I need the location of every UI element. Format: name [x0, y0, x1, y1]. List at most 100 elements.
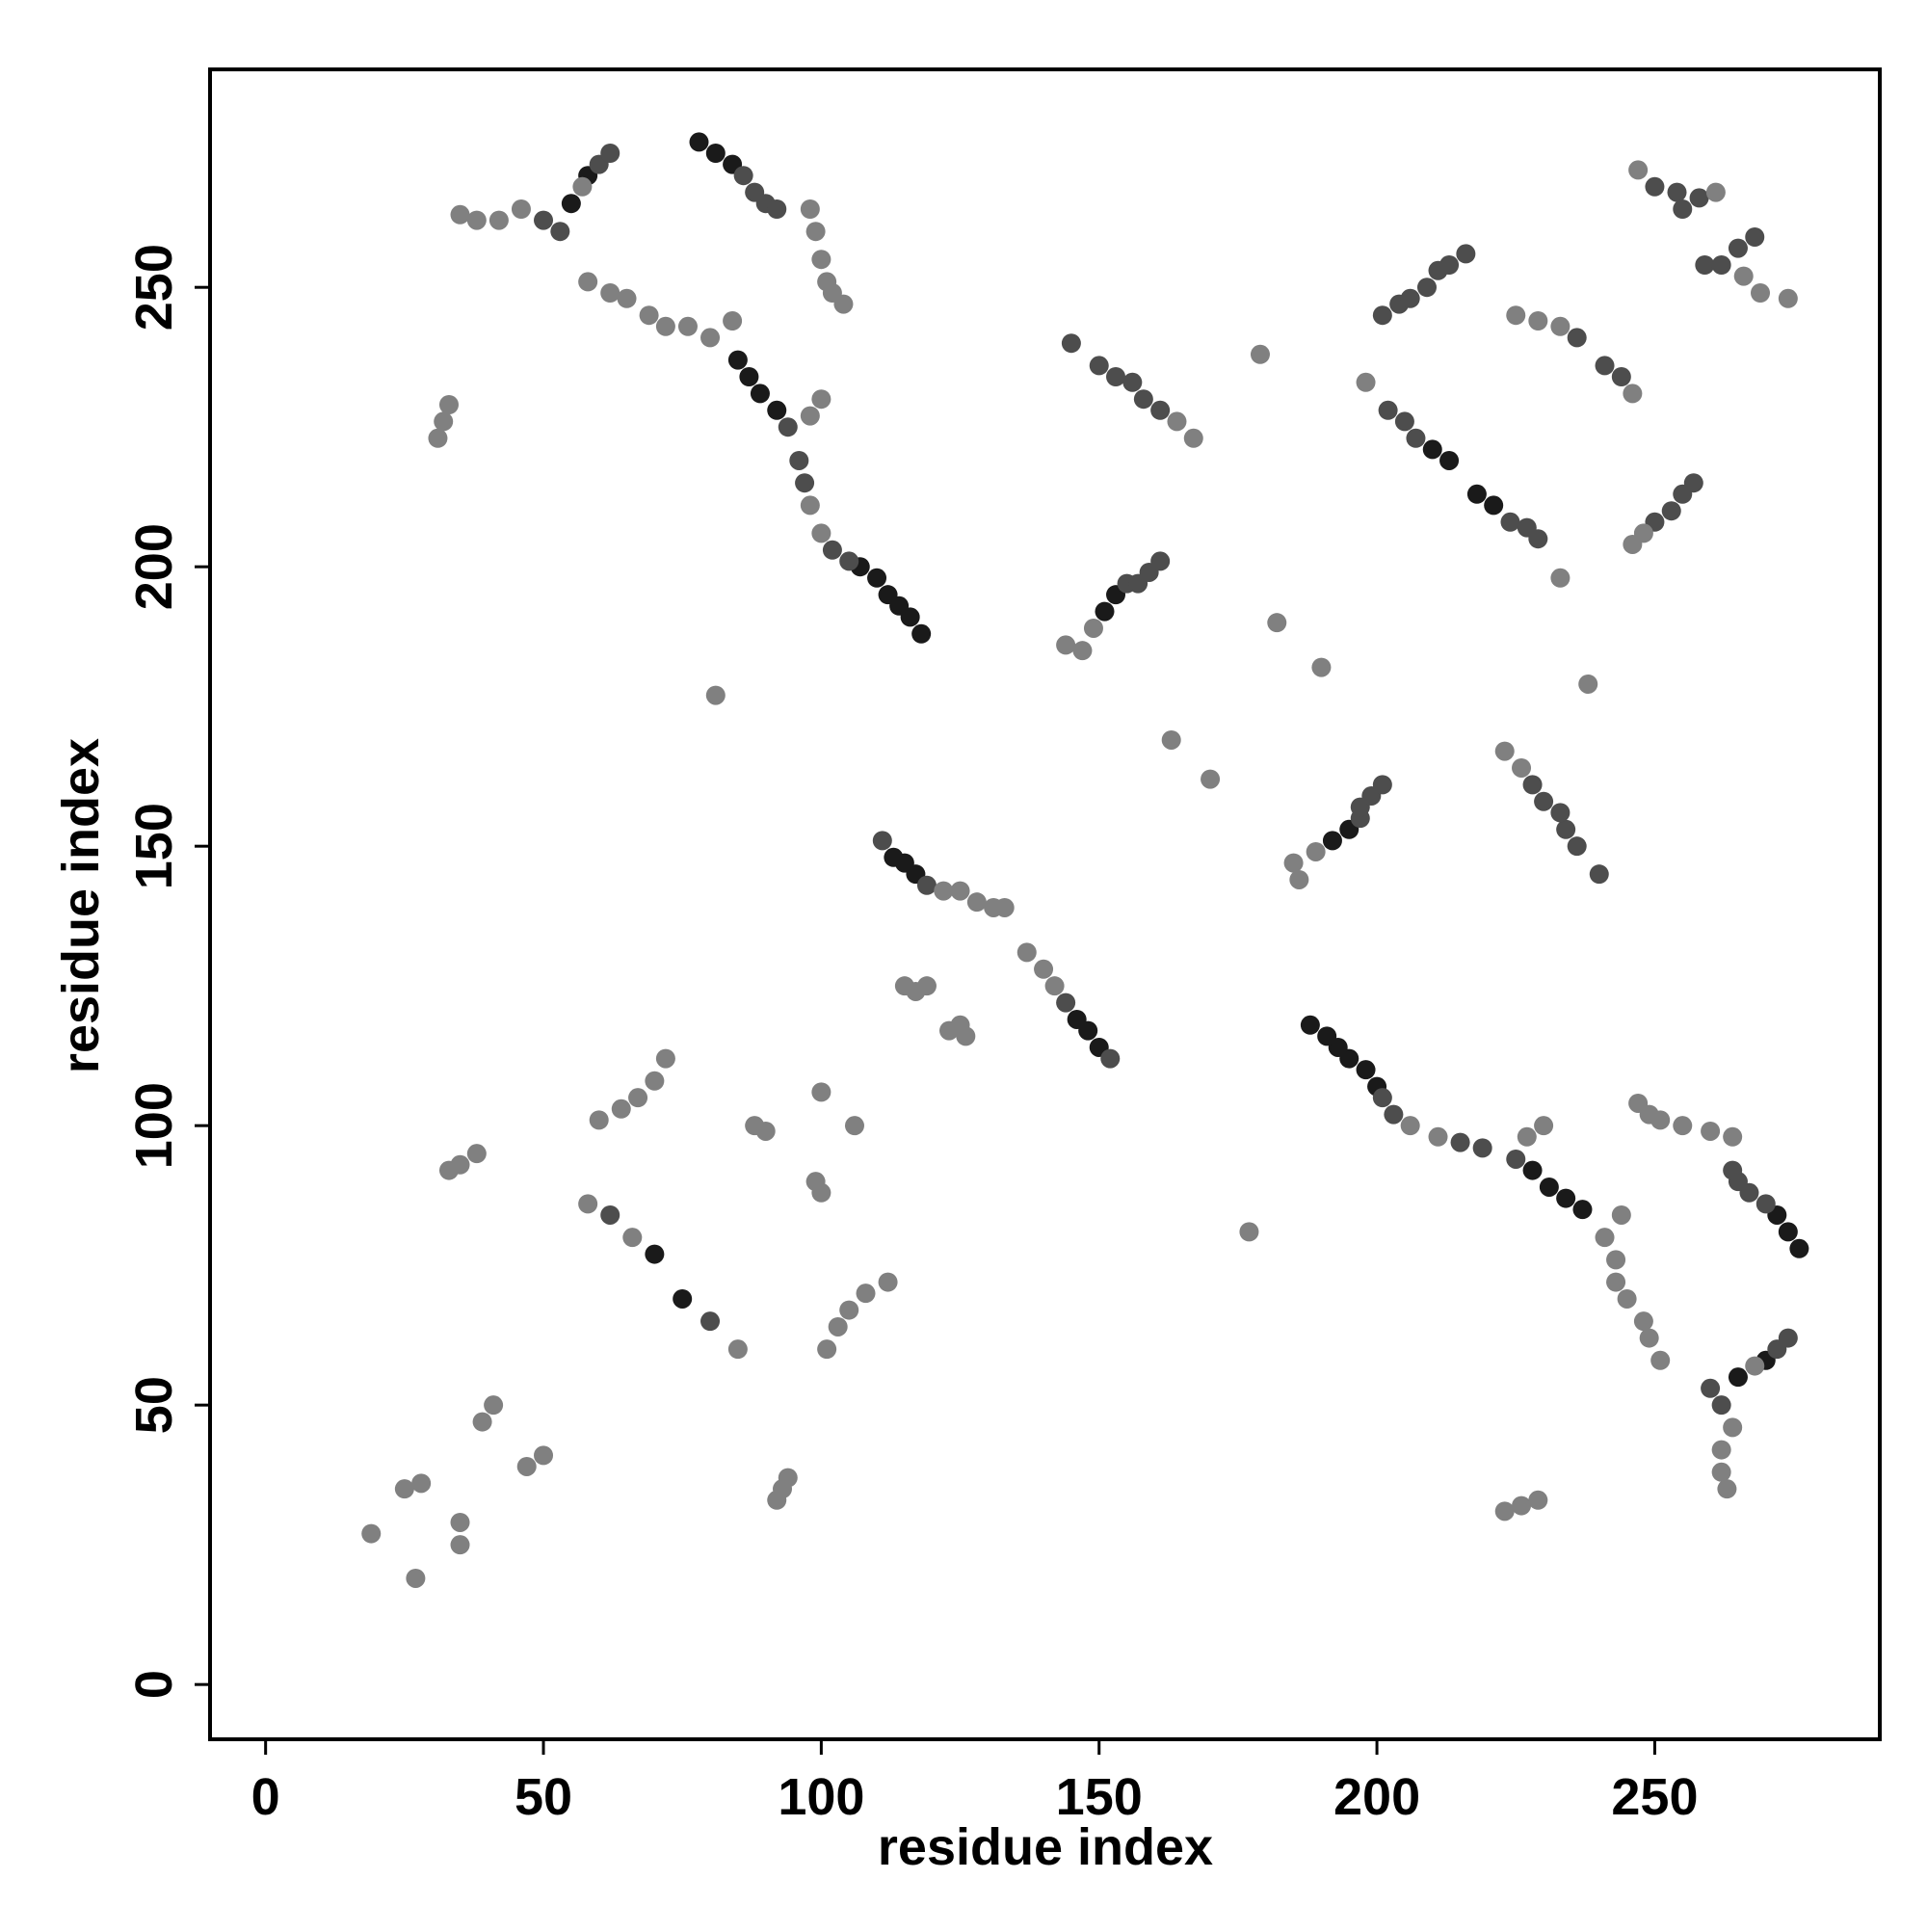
contact-point — [1623, 384, 1643, 404]
contact-point — [805, 222, 826, 242]
contact-point — [1550, 568, 1571, 588]
contact-point — [1517, 1126, 1537, 1147]
contact-point — [1778, 1328, 1798, 1348]
contact-point — [589, 1110, 609, 1130]
contact-point — [1723, 1417, 1743, 1438]
contact-point — [450, 1535, 470, 1555]
contact-point — [767, 400, 787, 420]
contact-point — [1556, 1188, 1576, 1208]
contact-point — [1661, 501, 1681, 521]
contact-point — [1239, 1222, 1259, 1242]
contact-point — [705, 685, 726, 705]
contact-point — [1016, 942, 1037, 963]
y-tick-label: 250 — [125, 244, 183, 331]
contact-point — [645, 1244, 665, 1264]
contact-point — [1705, 182, 1726, 202]
contact-point — [617, 288, 637, 308]
contact-point — [1572, 1200, 1593, 1220]
contact-point — [394, 1479, 414, 1499]
contact-point — [1384, 1104, 1404, 1125]
contact-point — [1595, 356, 1615, 376]
contact-point — [1728, 238, 1748, 258]
contact-point — [611, 1098, 631, 1119]
contact-point — [1578, 674, 1598, 694]
contact-point — [1183, 428, 1203, 448]
contact-point — [856, 1284, 876, 1304]
contact-point — [1711, 1440, 1731, 1460]
y-tick-label: 150 — [125, 803, 183, 889]
y-tick-label: 0 — [125, 1670, 183, 1699]
contact-point — [733, 166, 753, 186]
contact-point — [1506, 305, 1526, 326]
contact-point — [1100, 1048, 1121, 1069]
contact-point — [1056, 992, 1076, 1013]
contact-point — [472, 1412, 492, 1432]
contact-point — [800, 198, 820, 219]
contact-point — [805, 1172, 826, 1192]
contact-point — [572, 176, 593, 197]
contact-point — [1466, 484, 1487, 504]
contact-point — [622, 1228, 643, 1248]
contact-point — [428, 428, 448, 448]
contact-point — [1372, 775, 1392, 795]
contact-point — [1567, 328, 1587, 348]
contact-point — [1372, 1088, 1392, 1108]
contact-point — [1683, 473, 1703, 493]
contact-point — [939, 1020, 960, 1041]
x-tick-label: 100 — [778, 1768, 864, 1826]
contact-point — [878, 1272, 898, 1292]
contact-point — [438, 394, 459, 414]
contact-point — [950, 881, 970, 901]
contact-point — [1056, 635, 1076, 655]
contact-point — [1628, 1093, 1649, 1113]
contact-point — [1755, 1194, 1776, 1214]
contact-point — [1044, 976, 1065, 996]
contact-point — [516, 1456, 537, 1476]
contact-point — [911, 623, 932, 644]
contact-point — [1061, 333, 1081, 354]
contact-point — [1372, 305, 1392, 326]
contact-point — [727, 1339, 748, 1360]
contact-point — [1400, 1116, 1420, 1136]
contact-point — [1034, 959, 1054, 979]
contact-point — [1751, 282, 1771, 303]
contact-point — [767, 198, 787, 219]
contact-point — [406, 1568, 426, 1588]
contact-point — [1650, 1350, 1671, 1370]
contact-point — [578, 272, 598, 292]
contact-point — [1500, 512, 1520, 532]
contact-point — [1078, 1020, 1098, 1041]
contact-point — [1606, 1250, 1626, 1270]
contact-point — [739, 366, 759, 386]
contact-point — [778, 1468, 798, 1488]
contact-point — [450, 1512, 470, 1532]
contact-point — [1317, 1026, 1337, 1046]
contact-point — [795, 473, 815, 493]
x-tick-label: 0 — [251, 1768, 280, 1826]
contact-point — [828, 1316, 848, 1337]
contact-point — [844, 1116, 864, 1136]
contact-point — [1723, 1126, 1743, 1147]
contact-point — [450, 204, 470, 225]
contact-point — [811, 523, 832, 543]
points-layer — [361, 132, 1809, 1588]
contact-point — [916, 976, 937, 996]
contact-point — [1150, 551, 1171, 571]
contact-point — [1723, 1160, 1743, 1180]
contact-point — [1095, 601, 1115, 622]
contact-point — [1633, 1311, 1653, 1332]
contact-point — [916, 875, 937, 895]
contact-point — [1589, 864, 1609, 885]
contact-point — [1406, 428, 1426, 448]
contact-point — [966, 892, 987, 913]
contact-point — [1484, 495, 1504, 516]
contact-point — [1711, 254, 1731, 275]
contact-point — [1745, 226, 1765, 247]
contact-point — [600, 143, 620, 163]
contact-point — [811, 389, 832, 410]
contact-point — [645, 1071, 665, 1091]
contact-point — [1617, 1288, 1637, 1309]
contact-point — [811, 250, 832, 270]
